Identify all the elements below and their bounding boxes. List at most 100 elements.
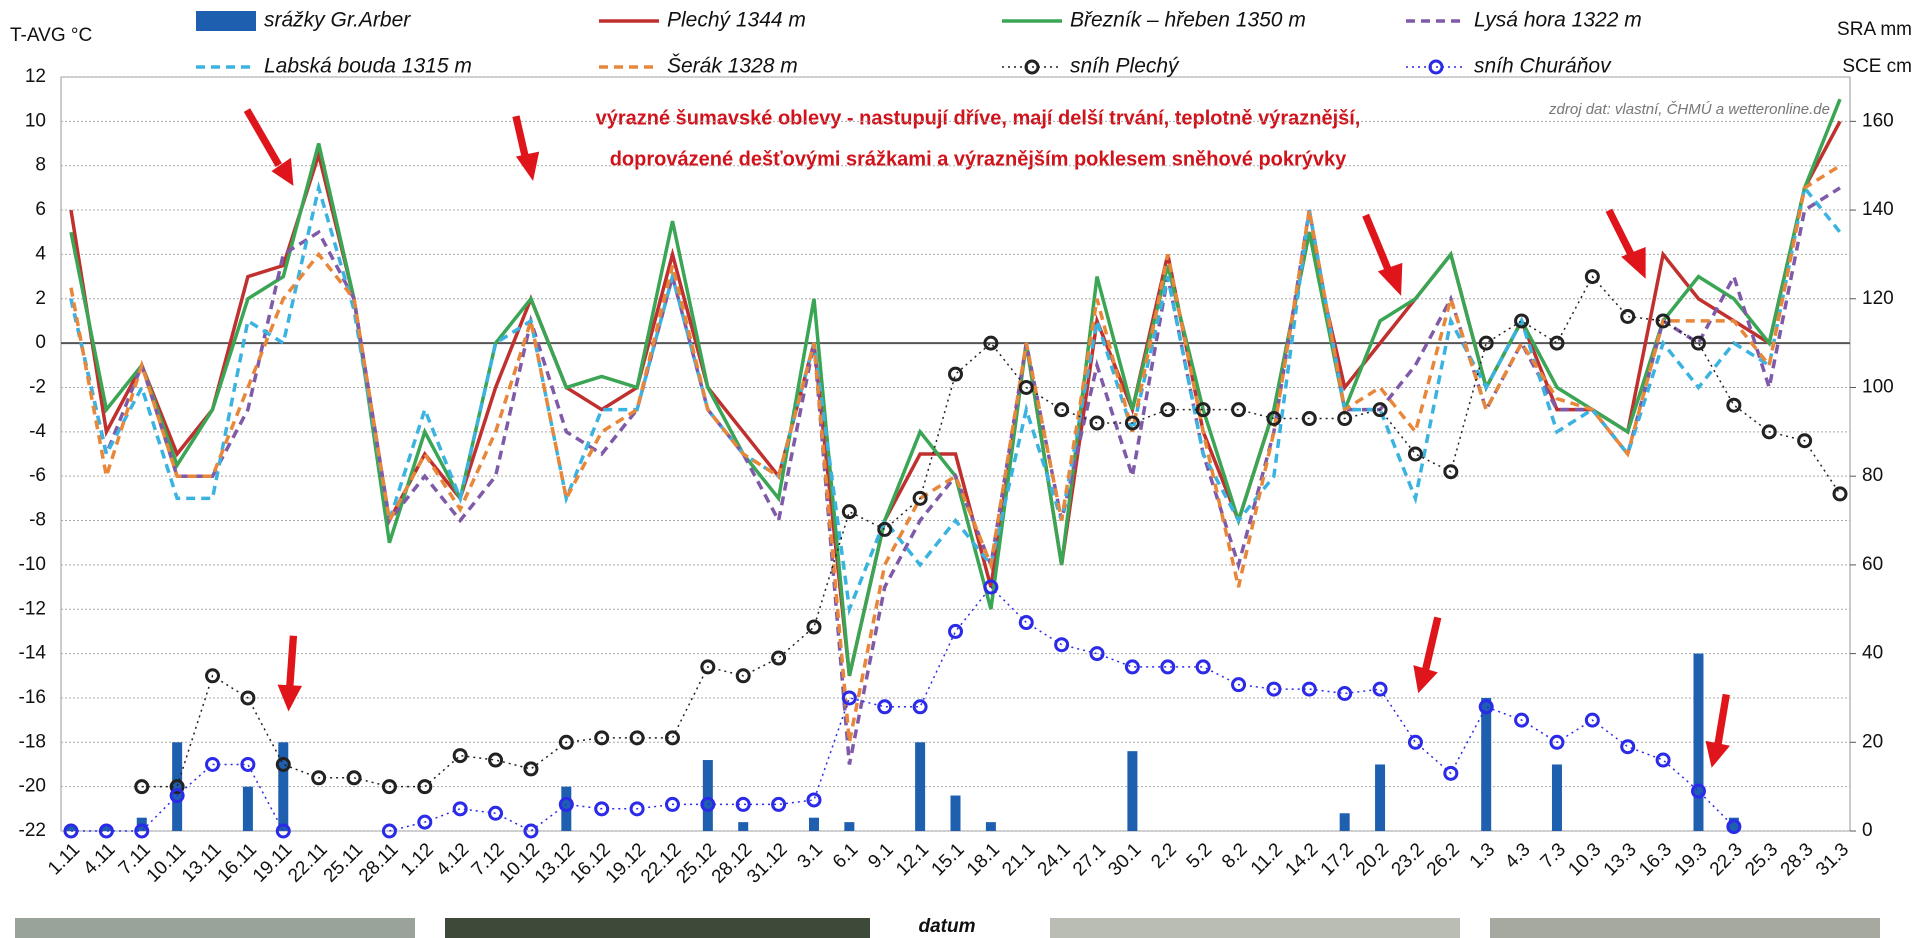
x-tick-label: 4.3	[1501, 839, 1535, 873]
marker	[664, 796, 680, 812]
x-tick-label: 9.1	[864, 839, 898, 873]
y-tick-label: -14	[19, 643, 47, 664]
marker	[240, 756, 256, 772]
marker	[594, 801, 610, 817]
marker	[311, 770, 327, 786]
marker	[488, 805, 504, 821]
marker	[594, 730, 610, 746]
marker	[1620, 309, 1636, 325]
marker	[700, 796, 716, 812]
marker	[841, 690, 857, 706]
x-tick-label: 22.3	[1706, 839, 1747, 880]
bar	[278, 742, 289, 831]
bar	[950, 795, 961, 831]
marker	[275, 823, 291, 839]
marker	[488, 752, 504, 768]
x-tick-label: 26.2	[1423, 839, 1464, 880]
plot: -22-20-18-16-14-12-10-8-6-4-202468101202…	[19, 66, 1894, 888]
marker	[1407, 734, 1423, 750]
x-tick-label: 10.3	[1564, 839, 1605, 880]
marker	[841, 504, 857, 520]
marker	[948, 366, 963, 382]
marker	[1514, 313, 1530, 329]
marker	[1054, 402, 1070, 418]
y-tick-label: -4	[29, 421, 46, 442]
bar	[242, 786, 253, 831]
marker	[1160, 659, 1176, 675]
marker	[1443, 464, 1459, 480]
legend-marker	[1024, 59, 1040, 75]
marker	[1726, 397, 1742, 413]
marker	[1124, 415, 1140, 431]
x-tick-label: 28.11	[355, 839, 402, 886]
y-tick-label: -2	[29, 376, 46, 397]
marker	[1231, 402, 1247, 418]
marker	[205, 668, 221, 684]
x-tick-label: 4.11	[79, 839, 119, 879]
marker	[983, 335, 999, 351]
marker	[523, 761, 539, 777]
y-tick-label: -20	[19, 776, 46, 797]
y-tick-label: -18	[19, 731, 46, 752]
legend-marker	[1428, 59, 1444, 75]
bar	[808, 817, 819, 831]
marker	[1832, 486, 1848, 502]
bar	[1375, 764, 1386, 831]
marker	[558, 796, 574, 812]
marker	[1124, 659, 1140, 675]
x-tick-label: 1.12	[397, 839, 438, 880]
marker	[134, 779, 150, 795]
marker	[452, 801, 468, 817]
marker	[417, 779, 433, 795]
marker	[558, 734, 574, 750]
series-line	[71, 763, 284, 832]
y2-tick-label: 120	[1862, 288, 1894, 309]
x-tick-label: 18.1	[963, 839, 1004, 880]
marker	[1620, 739, 1636, 755]
y2-axis-label: SRA mm	[1837, 19, 1912, 40]
marker	[877, 699, 893, 715]
x-tick-label: 4.12	[432, 839, 473, 880]
marker	[912, 699, 928, 715]
y2-tick-label: 40	[1862, 643, 1883, 664]
marker	[1160, 402, 1176, 418]
marker	[735, 668, 751, 684]
marker	[1478, 699, 1494, 715]
marker	[1231, 677, 1247, 693]
x-tick-label: 19.11	[249, 839, 296, 886]
marker	[1726, 819, 1742, 835]
x-tick-label: 15.1	[928, 839, 969, 880]
y2-tick-label: 100	[1862, 376, 1894, 397]
x-tick-label: 1.11	[44, 839, 84, 879]
x-tick-label: 16.12	[566, 839, 614, 887]
y-tick-label: 6	[35, 199, 46, 220]
marker	[1337, 411, 1353, 427]
marker	[735, 796, 751, 812]
y-tick-label: -12	[19, 598, 46, 619]
marker	[629, 801, 645, 817]
x-tick-label: 30.1	[1104, 839, 1145, 880]
marker	[1584, 712, 1600, 728]
marker	[523, 823, 539, 839]
y2-tick-label: 140	[1862, 199, 1894, 220]
marker	[1372, 681, 1388, 697]
x-tick-label: 10.11	[143, 839, 190, 886]
y2-axis-label: SCE cm	[1842, 56, 1912, 77]
marker	[169, 779, 185, 795]
x-tick-label: 23.2	[1388, 839, 1429, 880]
bar	[1339, 813, 1350, 831]
y-axis-label: T-AVG °C	[10, 25, 92, 46]
series-line	[141, 275, 1841, 788]
legend-label: sníh Churáňov	[1474, 55, 1612, 78]
x-tick-label: 10.12	[496, 839, 544, 887]
marker	[1301, 411, 1317, 427]
bar	[844, 822, 855, 831]
x-tick-label: 22.12	[637, 839, 685, 887]
x-tick-label: 7.3	[1537, 839, 1571, 873]
bar	[738, 822, 749, 831]
y-tick-label: -22	[19, 820, 46, 841]
marker	[134, 823, 150, 839]
photo-strip	[15, 918, 1880, 938]
marker	[877, 521, 893, 537]
